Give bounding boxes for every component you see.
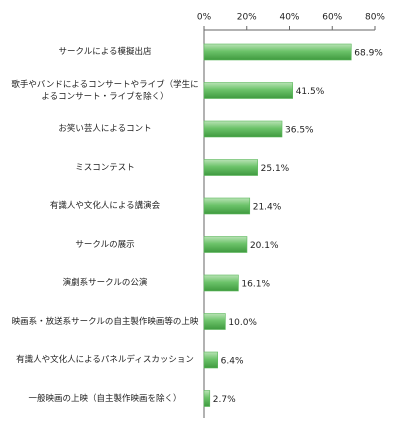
bar (203, 43, 352, 61)
category-label: 有識人や文化人による講演会 (49, 201, 161, 211)
bar (203, 313, 226, 330)
category-label: ミスコンテスト (75, 162, 135, 173)
category-label: 一般映画の上映（自主製作映画を除く） (28, 393, 182, 404)
value-label: 2.7% (213, 395, 236, 405)
value-label: 68.9% (354, 49, 383, 59)
bar (203, 390, 211, 407)
category-label: 歌手やバンドによるコンサートやライブ（学生に よるコンサート・ライブを除く） (11, 79, 199, 102)
value-label: 25.1% (261, 164, 290, 174)
bar (203, 351, 218, 369)
bar (203, 236, 248, 253)
x-tick-label: 40% (279, 13, 299, 23)
category-label: 演劇系サークルの公演 (62, 278, 148, 288)
bar (203, 274, 239, 292)
category-label: 映画系・放送系サークルの自主製作映画等の上映 (11, 316, 199, 327)
value-label: 36.5% (285, 126, 314, 136)
bar (203, 120, 283, 138)
category-label: 有識人や文化人によるパネルディスカッション (16, 355, 194, 365)
value-label: 16.1% (241, 280, 270, 290)
bar (203, 82, 294, 99)
x-tick-label: 20% (237, 13, 257, 23)
value-label: 41.5% (296, 87, 325, 97)
bar (203, 197, 251, 215)
value-label: 20.1% (250, 241, 279, 251)
category-label: お笑い芸人によるコント (58, 124, 152, 134)
value-label: 10.0% (228, 318, 257, 328)
x-tick-label: 60% (322, 13, 342, 23)
category-label: サークルによる模擬出店 (58, 47, 152, 57)
x-tick-label: 0% (197, 13, 212, 23)
value-label: 21.4% (253, 203, 282, 213)
category-label: サークルの展示 (75, 239, 135, 250)
bar (203, 159, 258, 176)
x-tick-label: 80% (365, 13, 385, 23)
value-label: 6.4% (221, 357, 244, 367)
